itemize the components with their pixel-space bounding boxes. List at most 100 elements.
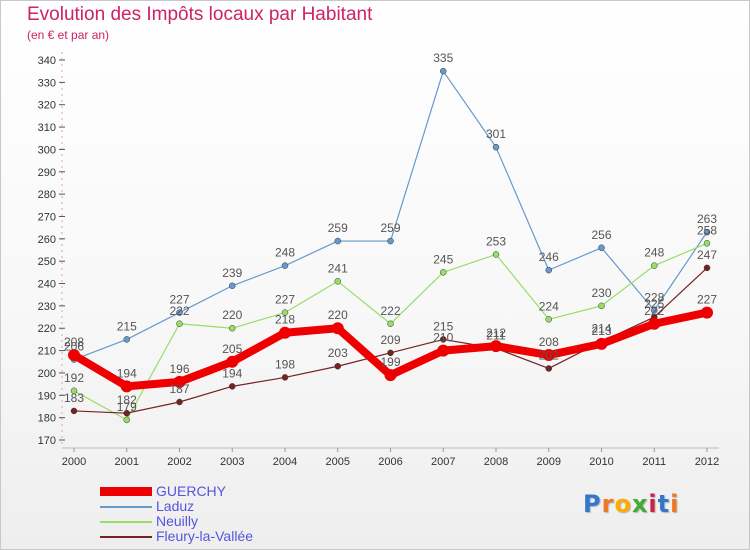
proxiti-logo: Proxiti (583, 490, 679, 518)
data-label: 196 (169, 362, 189, 376)
data-point (384, 369, 397, 382)
data-point (440, 269, 447, 276)
data-point (176, 398, 183, 406)
data-label: 246 (539, 250, 559, 264)
legend-label: Laduz (156, 498, 195, 514)
data-point (226, 355, 239, 368)
y-tick-label: 320 (38, 100, 56, 112)
y-tick-label: 290 (38, 167, 56, 179)
data-label: 182 (117, 393, 137, 407)
data-point (70, 407, 78, 415)
y-tick-label: 210 (38, 346, 56, 358)
data-label: 202 (539, 348, 559, 362)
data-label: 222 (644, 304, 664, 318)
legend-item: Fleury-la-Vallée (100, 529, 400, 544)
y-tick-label: 310 (38, 122, 56, 134)
data-label: 210 (433, 331, 453, 345)
data-label: 227 (697, 293, 717, 307)
y-tick-label: 180 (38, 413, 56, 425)
y-tick-label: 270 (38, 211, 56, 223)
data-label: 205 (222, 342, 242, 356)
data-point (123, 416, 130, 424)
data-point (387, 237, 394, 245)
data-point (176, 320, 183, 328)
x-tick-label: 2012 (695, 456, 719, 468)
data-label: 198 (275, 357, 295, 371)
data-point (703, 240, 711, 247)
data-point (229, 282, 236, 290)
data-label: 259 (380, 221, 400, 235)
data-label: 192 (64, 371, 84, 385)
data-point (229, 383, 236, 390)
x-tick-label: 2001 (115, 456, 139, 468)
x-tick-label: 2009 (537, 456, 561, 468)
data-label: 194 (117, 366, 137, 380)
data-label: 301 (486, 127, 506, 141)
logo-letter: i (670, 490, 680, 518)
data-point (281, 262, 289, 269)
x-tick-label: 2000 (62, 456, 86, 468)
data-label: 183 (64, 391, 84, 405)
data-label: 239 (222, 266, 242, 280)
legend-label: GUERCHY (156, 483, 227, 499)
data-label: 199 (380, 355, 400, 369)
data-point (331, 322, 344, 335)
data-point (648, 317, 661, 330)
data-label: 208 (64, 335, 84, 349)
data-point (703, 264, 711, 272)
data-point (334, 362, 341, 370)
data-point (123, 336, 130, 343)
data-point (598, 302, 605, 310)
data-label: 335 (433, 51, 453, 65)
data-point (176, 309, 183, 316)
data-label: 203 (328, 346, 348, 360)
legend-swatch (100, 487, 152, 496)
chart-subtitle: (en € et par an) (27, 28, 110, 42)
data-label: 220 (328, 308, 348, 322)
data-label: 258 (697, 223, 717, 237)
data-label: 227 (169, 293, 189, 307)
data-point (387, 349, 394, 357)
data-point (120, 380, 133, 393)
y-tick-label: 200 (38, 368, 56, 380)
logo-letter: t (657, 490, 671, 518)
data-point (651, 307, 658, 314)
legend-swatch (100, 520, 152, 523)
data-point (595, 337, 608, 350)
data-point (173, 375, 186, 388)
data-point (334, 278, 341, 285)
data-point (703, 228, 711, 236)
x-tick-label: 2004 (273, 456, 297, 468)
data-point (229, 324, 236, 332)
data-point (651, 262, 658, 269)
y-tick-label: 330 (38, 77, 56, 89)
data-label: 209 (380, 333, 400, 347)
data-point (387, 320, 394, 328)
data-label: 222 (380, 304, 400, 318)
data-point (440, 336, 447, 343)
x-tick-label: 2007 (431, 456, 455, 468)
data-label: 245 (433, 252, 453, 266)
data-label: 256 (591, 228, 611, 242)
x-tick-label: 2003 (220, 456, 244, 468)
x-tick-label: 2005 (326, 456, 350, 468)
y-tick-label: 190 (38, 390, 56, 402)
data-point (440, 67, 447, 75)
data-point (542, 349, 555, 362)
data-label: 218 (275, 313, 295, 327)
data-label: 230 (591, 286, 611, 300)
data-point (281, 309, 289, 316)
x-tick-label: 2011 (642, 456, 666, 468)
data-label: 248 (275, 246, 295, 260)
logo-letter: r (601, 490, 615, 518)
x-tick-label: 2002 (167, 456, 191, 468)
data-point (490, 340, 502, 353)
data-point (334, 237, 341, 245)
legend-label: Fleury-la-Vallée (156, 528, 253, 544)
chart-title: Evolution des Impôts locaux par Habitant (27, 4, 373, 25)
data-point (70, 387, 78, 395)
legend-label: Neuilly (156, 513, 199, 529)
data-label: 225 (644, 297, 664, 311)
legend-item: GUERCHY (100, 484, 400, 499)
